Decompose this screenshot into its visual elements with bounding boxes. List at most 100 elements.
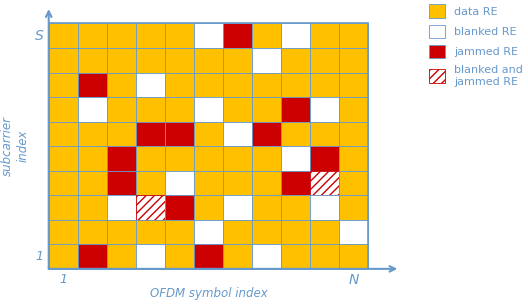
Bar [339, 73, 368, 97]
Bar [281, 73, 310, 97]
Bar [281, 146, 310, 171]
Bar [281, 122, 310, 146]
Bar [339, 23, 368, 48]
Bar [310, 73, 339, 97]
Bar [252, 195, 281, 220]
Bar [136, 122, 165, 146]
Bar [78, 73, 107, 97]
Bar [136, 171, 165, 195]
Bar [281, 23, 310, 48]
Bar [194, 73, 223, 97]
Bar [339, 146, 368, 171]
Bar [78, 23, 107, 48]
Bar [136, 48, 165, 73]
Text: S: S [35, 29, 43, 43]
Bar [339, 122, 368, 146]
Bar [78, 97, 107, 122]
Bar [310, 97, 339, 122]
Bar [107, 48, 136, 73]
Bar [223, 48, 252, 73]
Bar [165, 195, 194, 220]
Bar [165, 220, 194, 244]
Bar [310, 220, 339, 244]
Text: N: N [348, 273, 359, 287]
Bar [223, 97, 252, 122]
Bar [107, 23, 136, 48]
Bar [136, 146, 165, 171]
Bar [49, 23, 78, 48]
Bar [194, 97, 223, 122]
Bar [194, 195, 223, 220]
Bar [49, 220, 78, 244]
Bar [194, 220, 223, 244]
Bar [78, 122, 107, 146]
Bar [136, 244, 165, 269]
Bar [310, 171, 339, 195]
Bar [310, 23, 339, 48]
Bar [194, 171, 223, 195]
Bar [136, 195, 165, 220]
Bar [194, 146, 223, 171]
Bar [78, 244, 107, 269]
Bar [339, 195, 368, 220]
Bar [252, 146, 281, 171]
Bar [252, 97, 281, 122]
Bar [165, 122, 194, 146]
Bar [165, 97, 194, 122]
Bar [252, 171, 281, 195]
Bar [223, 195, 252, 220]
Bar [49, 171, 78, 195]
Bar [49, 97, 78, 122]
Bar [107, 171, 136, 195]
Bar [310, 195, 339, 220]
Bar [49, 195, 78, 220]
Bar [339, 48, 368, 73]
Bar [165, 73, 194, 97]
Bar [107, 220, 136, 244]
Bar [49, 146, 78, 171]
Bar [49, 23, 368, 269]
Bar [49, 73, 78, 97]
Text: 1: 1 [59, 273, 67, 286]
Bar [194, 23, 223, 48]
Bar [165, 171, 194, 195]
Bar [223, 220, 252, 244]
Bar [107, 195, 136, 220]
Bar [136, 73, 165, 97]
Bar [339, 171, 368, 195]
Bar [107, 244, 136, 269]
Bar [49, 48, 78, 73]
Bar [165, 23, 194, 48]
Bar [281, 97, 310, 122]
Bar [136, 220, 165, 244]
Bar [194, 244, 223, 269]
Legend: data RE, blanked RE, jammed RE, blanked and
jammed RE: data RE, blanked RE, jammed RE, blanked … [426, 1, 526, 90]
Bar [78, 195, 107, 220]
Text: 1: 1 [35, 250, 43, 263]
Text: subcarrier
index: subcarrier index [2, 116, 30, 176]
Bar [281, 220, 310, 244]
Bar [310, 48, 339, 73]
Bar [49, 244, 78, 269]
Bar [107, 122, 136, 146]
Bar [310, 146, 339, 171]
Bar [136, 97, 165, 122]
Bar [310, 122, 339, 146]
Bar [107, 146, 136, 171]
Bar [49, 122, 78, 146]
Bar [281, 48, 310, 73]
Bar [223, 23, 252, 48]
Bar [165, 244, 194, 269]
Bar [281, 244, 310, 269]
Bar [165, 146, 194, 171]
Bar [107, 73, 136, 97]
Bar [107, 97, 136, 122]
Bar [78, 48, 107, 73]
Bar [252, 122, 281, 146]
Bar [339, 97, 368, 122]
Bar [223, 146, 252, 171]
Bar [339, 220, 368, 244]
Bar [78, 146, 107, 171]
Text: OFDM symbol index: OFDM symbol index [149, 287, 267, 300]
Bar [252, 48, 281, 73]
